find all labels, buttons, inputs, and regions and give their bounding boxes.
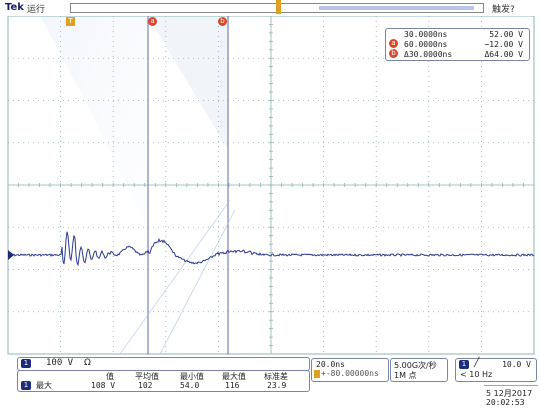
measurement-header-max: 最大值 <box>222 372 246 381</box>
graticule-grid <box>7 15 535 355</box>
cursor-b-handle[interactable]: b <box>218 17 227 26</box>
cursor-readout: a 30.0000ns 52.00 V b 60.0000ns −12.00 V… <box>385 28 530 61</box>
trigger-box[interactable]: 1 ╱ 10.0 V < 10 Hz <box>455 358 537 382</box>
timebase-box[interactable]: 20.0ns +-80.00000ns <box>311 358 389 382</box>
measurement-min: 54.0 <box>180 381 200 390</box>
cursor-delta-volt: Δ64.00 V <box>484 50 523 59</box>
trigger-position-icon <box>314 370 320 378</box>
date-label: 5 12月2017 <box>486 389 533 398</box>
cursor-lines <box>119 16 236 355</box>
channel-1-scale: 100 V <box>46 358 74 368</box>
sample-rate: 5.00G次/秒 <box>394 361 437 370</box>
measurement-max: 116 <box>225 381 240 390</box>
cursor-delta-time: Δ30.0000ns <box>404 50 453 59</box>
cursor-b-time: 60.0000ns <box>404 40 448 49</box>
measurement-mean: 102 <box>138 381 153 390</box>
trigger-marker[interactable]: T <box>66 17 75 26</box>
measurement-value: 108 V <box>91 381 116 390</box>
datetime-display: 5 12月2017 20:02:53 <box>484 385 538 408</box>
cursor-b-icon: b <box>389 49 398 58</box>
measurement-type: 最大 <box>36 381 52 390</box>
channel-1-badge: 1 <box>21 359 31 368</box>
acquisition-box[interactable]: 5.00G次/秒 1M 点 <box>390 358 448 382</box>
record-view-window <box>319 6 474 10</box>
cursor-a-icon: a <box>389 39 398 48</box>
channel-1-scale-box[interactable]: 1 100 V Ω <box>17 357 310 371</box>
measurement-channel-badge: 1 <box>21 381 31 390</box>
brand-logo: Tek <box>5 2 24 13</box>
measurement-header-mean: 平均值 <box>135 372 159 381</box>
time-label: 20:02:53 <box>486 398 525 407</box>
channel-1-trace <box>7 231 535 267</box>
timebase-position: +-80.00000ns <box>321 369 379 378</box>
measurement-stddev: 23.9 <box>267 381 287 390</box>
cursor-a-time: 30.0000ns <box>404 30 448 39</box>
trigger-frequency: < 10 Hz <box>460 370 493 379</box>
measurement-panel[interactable]: 1 最大 值 平均值 最小值 最大值 标准差 108 V 102 54.0 11… <box>17 370 310 392</box>
trigger-level: 10.0 V <box>502 360 531 369</box>
trigger-position-marker <box>276 0 281 14</box>
rising-edge-icon: ╱ <box>474 358 480 368</box>
cursor-b-volt: −12.00 V <box>484 40 523 49</box>
ground-marker <box>8 250 14 260</box>
measurement-header-stddev: 标准差 <box>264 372 288 381</box>
trigger-source-badge: 1 <box>459 360 469 369</box>
timebase-scale: 20.0ns <box>316 360 345 369</box>
measurement-header-value: 值 <box>106 372 114 381</box>
channel-1-coupling: Ω <box>84 358 91 368</box>
run-state: 运行 <box>27 5 46 15</box>
cursor-a-volt: 52.00 V <box>489 30 523 39</box>
record-position-bar[interactable] <box>70 0 484 14</box>
measurement-header-min: 最小值 <box>180 372 204 381</box>
record-length: 1M 点 <box>394 371 417 380</box>
trigger-state: 触发? <box>492 5 515 15</box>
cursor-a-handle[interactable]: a <box>148 17 157 26</box>
